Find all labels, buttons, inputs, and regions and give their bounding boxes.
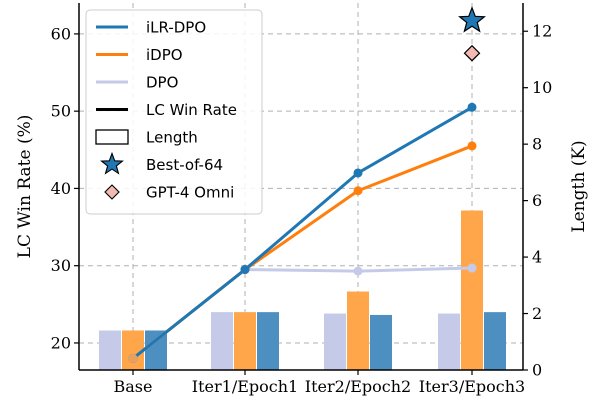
- length-bar: [347, 291, 369, 370]
- y-tick-label-left: 30: [51, 256, 71, 275]
- legend-label: iDPO: [146, 46, 183, 64]
- gpt-4-omni-diamond-icon: [463, 44, 481, 62]
- y-tick-label-left: 60: [51, 24, 71, 43]
- legend-label: Length: [146, 129, 198, 147]
- legend-label: Best-of-64: [146, 156, 223, 174]
- y-tick-label-left: 40: [51, 179, 71, 198]
- point-base: [128, 353, 138, 363]
- y-tick-label-right: 12: [532, 22, 552, 41]
- legend-diamond-icon: [104, 184, 120, 200]
- y-tick-label-right: 0: [532, 361, 542, 380]
- length-bar: [211, 312, 233, 370]
- length-bar: [461, 210, 483, 370]
- x-tick-label: Iter2/Epoch2: [305, 377, 411, 396]
- length-bar: [257, 312, 279, 370]
- length-bar: [324, 313, 346, 370]
- legend-label: LC Win Rate: [146, 101, 237, 119]
- x-tick-label: Iter3/Epoch3: [419, 377, 525, 396]
- length-bar: [234, 312, 256, 370]
- length-bars: [99, 210, 506, 370]
- y-tick-label-right: 8: [532, 135, 542, 154]
- line-ilr-dpo: [132, 106, 473, 360]
- y-axis-title-left: LC Win Rate (%): [15, 115, 35, 259]
- length-bar: [370, 314, 392, 370]
- y-tick-label-right: 4: [532, 248, 542, 267]
- point-dpo: [353, 266, 363, 276]
- legend-box: [85, 9, 263, 215]
- x-tick-label: Iter1/Epoch1: [192, 377, 298, 396]
- y-tick-label-right: 6: [532, 191, 542, 210]
- best-of-64-star-icon: [458, 6, 486, 33]
- legend-label: iLR-DPO: [146, 19, 206, 37]
- point-ilr-dpo: [353, 168, 363, 178]
- length-bar: [122, 330, 144, 370]
- y-tick-label-right: 2: [532, 304, 542, 323]
- length-bar: [438, 313, 460, 370]
- legend-star-icon: [100, 151, 124, 175]
- point-idpo: [353, 186, 363, 196]
- axes: 20 30 40 50 60 0 2 4 6 8 10 12 Base Iter1/Epoch1 Iter2…: [15, 3, 589, 396]
- win-rate-lines: [128, 102, 477, 363]
- y-tick-label-left: 50: [51, 102, 71, 121]
- legend: iLR-DPO iDPO DPO LC Win Rate Length Best-of-6…: [85, 9, 263, 215]
- x-tick-label: Base: [114, 377, 153, 396]
- legend-bar-swatch: [95, 129, 129, 145]
- length-bar: [99, 330, 121, 370]
- point-dpo: [467, 263, 477, 273]
- length-bar: [145, 330, 167, 370]
- length-bar: [484, 312, 506, 370]
- y-axis-title-right: Length (K): [569, 140, 589, 232]
- point-ilr-dpo: [467, 102, 477, 112]
- point-idpo: [467, 141, 477, 151]
- legend-label: DPO: [146, 74, 178, 92]
- point-ilr-dpo: [240, 265, 250, 275]
- y-tick-label-right: 10: [532, 78, 552, 97]
- reference-markers: [458, 6, 486, 62]
- line-dpo: [132, 266, 473, 360]
- legend-label: GPT-4 Omni: [146, 184, 234, 202]
- y-tick-label-left: 20: [51, 333, 71, 352]
